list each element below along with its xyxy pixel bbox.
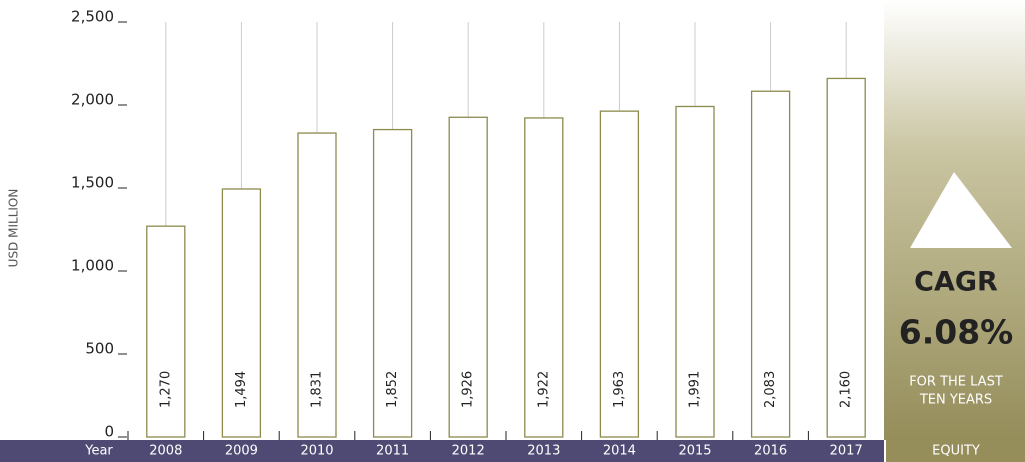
x-tick-label: 2013 <box>527 444 560 459</box>
x-tick-label: 2012 <box>452 444 485 459</box>
y-tick-label: 1,500 <box>71 174 114 192</box>
bar <box>448 116 488 438</box>
year-band <box>0 440 884 462</box>
x-tick-label: 2009 <box>225 444 258 459</box>
bar <box>372 128 413 438</box>
x-axis-label: Year <box>84 444 113 459</box>
cagr-note: FOR THE LAST <box>909 375 1003 390</box>
x-tick-label: 2014 <box>603 444 636 459</box>
x-tick-label: 2010 <box>300 444 333 459</box>
bar <box>826 77 866 438</box>
x-tick-label: 2016 <box>754 444 787 459</box>
bar <box>297 132 337 438</box>
cagr-label: CAGR <box>914 267 998 298</box>
value-label: 1,270 <box>158 371 173 408</box>
up-triangle <box>910 172 1012 248</box>
bar <box>524 117 564 438</box>
y-tick-label: 2,500 <box>71 8 114 26</box>
value-label: 1,852 <box>385 371 400 408</box>
value-label: 1,922 <box>536 371 551 408</box>
bar <box>675 105 715 438</box>
x-tick-label: 2017 <box>830 444 863 459</box>
value-label: 1,831 <box>310 371 325 408</box>
value-label: 1,963 <box>612 371 627 408</box>
y-axis-label: USD MILLION <box>7 189 21 268</box>
y-tick-label: 500 <box>85 340 114 358</box>
cagr-rate: 6.08% <box>899 313 1014 352</box>
bar <box>146 225 186 438</box>
cagr-note: TEN YEARS <box>919 393 992 408</box>
value-label: 1,494 <box>234 371 249 408</box>
x-tick-label: 2011 <box>376 444 409 459</box>
value-label: 1,926 <box>461 371 476 408</box>
equity-band <box>886 440 1025 462</box>
x-tick-label: 2008 <box>149 444 182 459</box>
value-label: 2,160 <box>839 371 854 408</box>
x-tick-label: 2015 <box>678 444 711 459</box>
y-tick-label: 0 <box>104 423 114 441</box>
equity-label: EQUITY <box>932 444 980 459</box>
y-tick-label: 1,000 <box>71 257 114 275</box>
y-tick-label: 2,000 <box>71 91 114 109</box>
bar <box>599 110 640 438</box>
bar <box>221 188 262 438</box>
bar <box>750 90 791 438</box>
value-label: 1,991 <box>688 371 703 408</box>
value-label: 2,083 <box>763 371 778 408</box>
